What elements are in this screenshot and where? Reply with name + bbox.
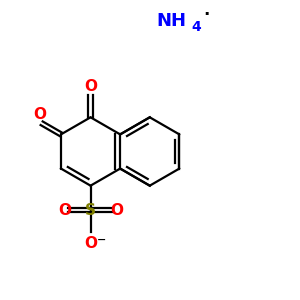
Text: NH: NH	[156, 12, 186, 30]
Text: O: O	[110, 202, 123, 217]
Text: ·: ·	[203, 6, 209, 24]
Text: 4: 4	[191, 20, 201, 34]
Text: O: O	[84, 79, 97, 94]
Text: O: O	[84, 236, 97, 251]
Text: −: −	[97, 235, 106, 245]
Text: O: O	[58, 202, 71, 217]
Text: O: O	[33, 107, 46, 122]
Text: S: S	[85, 202, 96, 217]
